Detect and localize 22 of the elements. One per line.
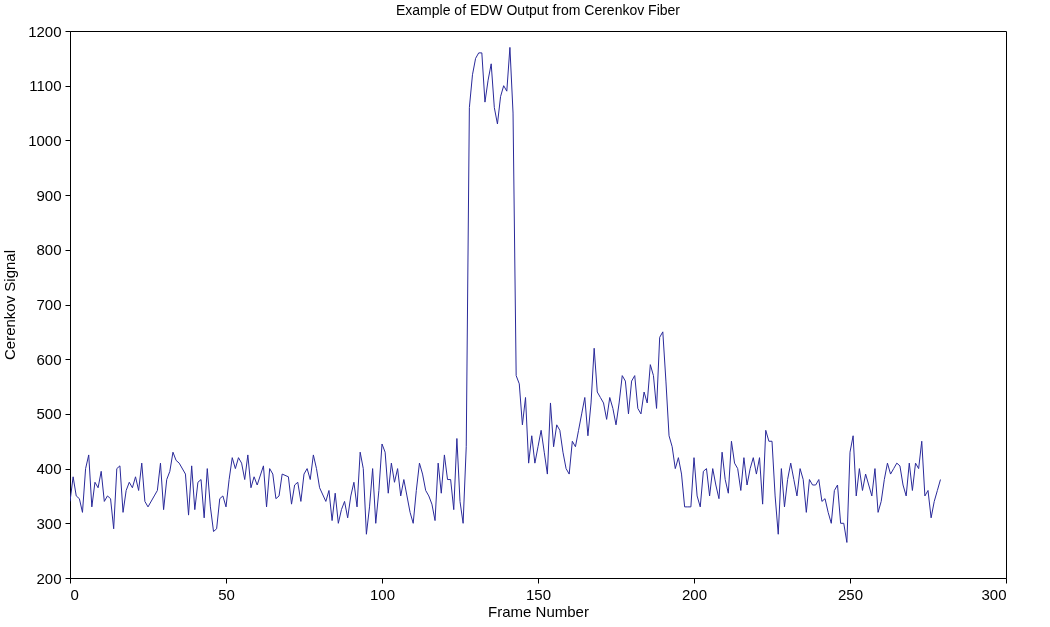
y-tick-label: 200 bbox=[36, 569, 62, 587]
y-tick-label: 900 bbox=[36, 186, 62, 204]
y-tick-label: 600 bbox=[36, 350, 62, 368]
y-tick-label: 400 bbox=[36, 460, 62, 478]
x-tick-label: 250 bbox=[837, 585, 864, 603]
y-tick-label: 500 bbox=[36, 405, 62, 423]
x-tick-label: 300 bbox=[981, 585, 1007, 603]
y-tick-label: 300 bbox=[36, 514, 62, 532]
y-tick-label: 700 bbox=[36, 296, 62, 313]
y-tick-label: 1100 bbox=[29, 77, 62, 95]
x-tick-label: 100 bbox=[369, 585, 396, 603]
y-axis-title: Cerenkov Signal bbox=[1, 249, 19, 361]
x-tick-label: 50 bbox=[218, 585, 235, 603]
x-tick-label: 200 bbox=[681, 585, 708, 603]
x-tick-label: 0 bbox=[70, 585, 79, 603]
x-tick-label: 150 bbox=[525, 585, 552, 603]
y-tick-label: 1000 bbox=[28, 131, 62, 149]
line-series bbox=[70, 46, 941, 543]
chart-title: Example of EDW Output from Cerenkov Fiber bbox=[396, 2, 681, 18]
y-tick-label: 1200 bbox=[28, 22, 62, 40]
y-tick-label: 800 bbox=[36, 241, 62, 259]
x-axis-title: Frame Number bbox=[488, 602, 589, 620]
